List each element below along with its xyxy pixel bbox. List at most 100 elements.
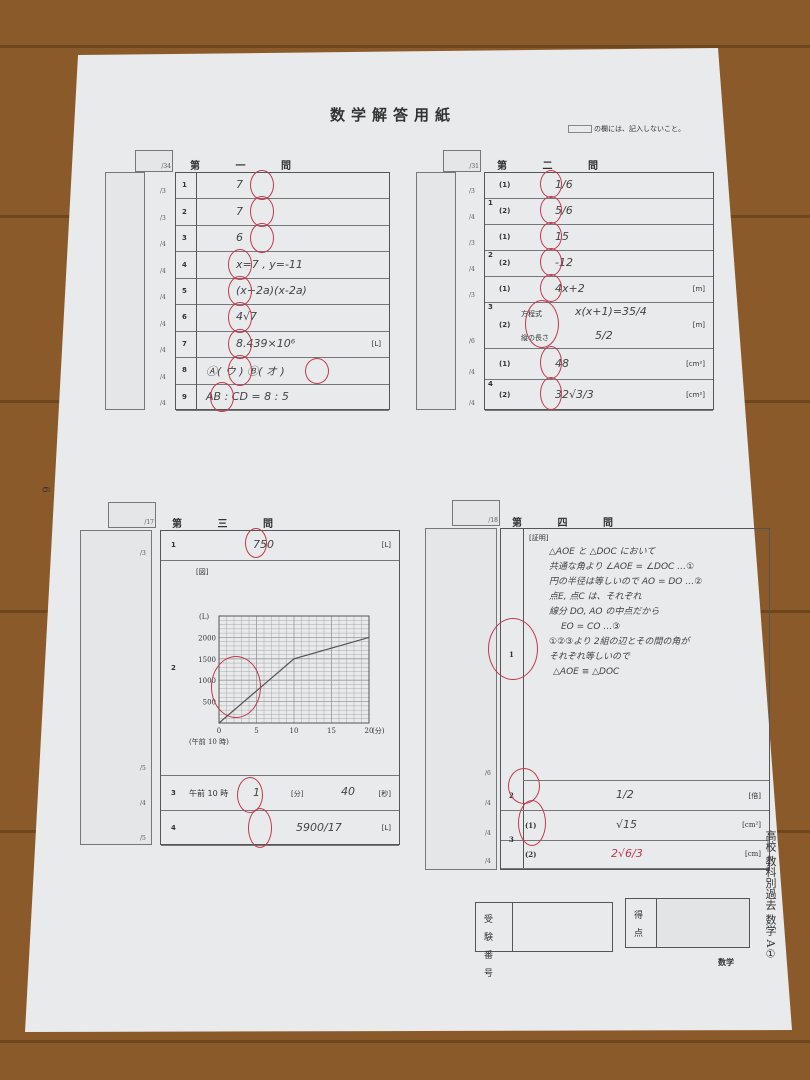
sub-question-number: (2) [525, 850, 537, 859]
red-check-mark [540, 346, 562, 379]
answer-row: 9 AB : CD = 8 : 5 [176, 385, 389, 411]
question-number: 6 [182, 313, 187, 322]
unit-label: [cm] [744, 850, 761, 858]
answer-text: 7 [236, 178, 243, 192]
question-number: 3 [171, 788, 176, 797]
red-check-mark [540, 196, 562, 224]
red-check-mark [540, 222, 562, 250]
question-number: 1 [171, 541, 176, 549]
answer-text: 32√3/3 [555, 387, 594, 401]
instruction-note: の欄には、記入しないこと。 [568, 124, 685, 134]
answer-row: (2) 5/6 [485, 199, 713, 225]
q4-heading: 第 四 問 [512, 518, 629, 529]
points-label: /3 [160, 214, 166, 222]
answer-row: 8 Ⓐ( ウ ) Ⓑ( オ ) [176, 358, 389, 385]
q1-heading: 第 一 問 [190, 161, 307, 172]
answer-text: 1/2 [616, 788, 634, 801]
answer-text: x(x+1)=35/4 [575, 305, 647, 318]
question-group-number: 1 [488, 199, 493, 207]
points-label: /4 [160, 347, 166, 355]
red-check-mark [228, 355, 252, 386]
red-check-mark [540, 274, 562, 302]
q4-section: [証明] △AOE と △DOC において 共通な角より ∠AOE = ∠DOC …… [500, 528, 770, 870]
points-label: /4 [160, 320, 166, 328]
points-label: /6 [469, 338, 475, 345]
question-number: 4 [171, 823, 176, 832]
page-number: 6 [39, 486, 51, 493]
red-check-mark [305, 358, 329, 384]
points-label: /4 [469, 400, 475, 407]
exam-number-box[interactable]: 受験番号 [475, 902, 613, 979]
answer-row [501, 841, 769, 869]
answer-text: 6 [236, 231, 243, 245]
question-number: 2 [182, 207, 187, 216]
unit-label: [cm²] [742, 821, 761, 829]
points-label: /4 [160, 373, 166, 381]
proof-line: 点E, 点C は、それぞれ [549, 592, 642, 602]
page-title: 数学解答用紙 [330, 106, 457, 124]
red-check-mark [237, 777, 263, 813]
prefix-label: 午前 10 時 [189, 788, 229, 798]
points-label: /4 [160, 267, 166, 275]
score-box: 得点 [625, 898, 750, 948]
q3-scoring-column [80, 530, 152, 845]
q4-total-box: /18 [452, 500, 500, 526]
points-label: /4 [469, 369, 475, 376]
proof-line: それぞれ等しいので [549, 652, 631, 662]
proof-text: △AOE と △DOC において 共通な角より ∠AOE = ∠DOC …① 円の半… [549, 545, 702, 680]
y-tick-label: 1500 [198, 656, 216, 664]
answer-row [501, 811, 769, 841]
red-check-mark [508, 768, 540, 804]
answer-row: 3 (1) 4x+2 [m] [485, 277, 713, 311]
proof-line: 共通な角より ∠AOE = ∠DOC …① [549, 562, 695, 572]
question-number: 3 [182, 234, 187, 243]
q2-heading: 第 二 問 [497, 161, 614, 172]
points-label: /3 [140, 550, 146, 557]
points-label: /3 [469, 240, 475, 247]
unit-label: [L] [381, 541, 391, 549]
question-number: 2 [171, 663, 176, 672]
y-tick-label: 2000 [198, 634, 216, 642]
volume-chart: 0 5 10 15 20 500 1000 1500 2000 (L) (分) (午前 10 時) [189, 613, 385, 746]
answer-row: 3 午前 10 時 1 [分] 40 [秒] [161, 776, 399, 811]
answer-row: 2 [図] [161, 561, 399, 776]
q3-section: 1 750 [L] 2 [図] 3 午前 10 時 1 [分] 40 [秒] 4 5900/17 [L] 0… [160, 530, 400, 846]
unit-label: [L] [371, 339, 381, 348]
red-check-mark [211, 656, 261, 718]
points-label: /4 [160, 400, 166, 407]
proof-line: △AOE と △DOC において [549, 547, 656, 557]
y-tick-label: 1000 [198, 677, 216, 685]
answer-row: 4 x=7 , y=-11 [176, 252, 389, 279]
points-label: /3 [160, 188, 166, 196]
subject-label: 数学 [718, 957, 734, 967]
points-label: /5 [140, 835, 146, 842]
q2-section: 1 (1) 1/6 (2) 5/6 2 (1) 15 (2) -12 3 (1) 4x+2 [m] (2) 方… [484, 172, 714, 411]
answer-row: (2) 32√3/3 [cm²] [485, 380, 713, 411]
answer-text: 2√6/3 [611, 847, 643, 860]
question-group-number: 3 [488, 303, 493, 311]
x-tick-label: 10 [290, 727, 299, 735]
x-axis-label: (分) [372, 726, 385, 735]
red-check-mark [248, 808, 272, 848]
points-label: /5 [140, 765, 146, 772]
q4-scoring-column [425, 528, 497, 870]
answer-row: (2) -12 [485, 251, 713, 277]
points-label: /4 [485, 858, 491, 865]
red-check-mark [518, 800, 546, 846]
proof-line: EO = CO …③ [561, 622, 621, 632]
points-label: /4 [160, 294, 166, 302]
answer-text-2: 5/2 [595, 329, 613, 342]
question-number: 1 [182, 181, 187, 190]
proof-line: ①②③より 2組の辺とその間の角が [549, 637, 690, 647]
q3-heading: 第 三 問 [172, 519, 289, 530]
points-label: /4 [469, 214, 475, 221]
red-check-mark [540, 248, 562, 276]
answer-row: (2) 方程式 縦の長さ x(x+1)=35/4 5/2 [m] [485, 303, 713, 349]
figure-label: [図] [196, 568, 209, 576]
answer-row: 1 (1) 1/6 [485, 173, 713, 207]
x-tick-label: 20 [365, 727, 374, 735]
question-number: 8 [182, 366, 187, 375]
unit-label: [m] [692, 285, 705, 293]
red-check-mark [540, 377, 562, 410]
